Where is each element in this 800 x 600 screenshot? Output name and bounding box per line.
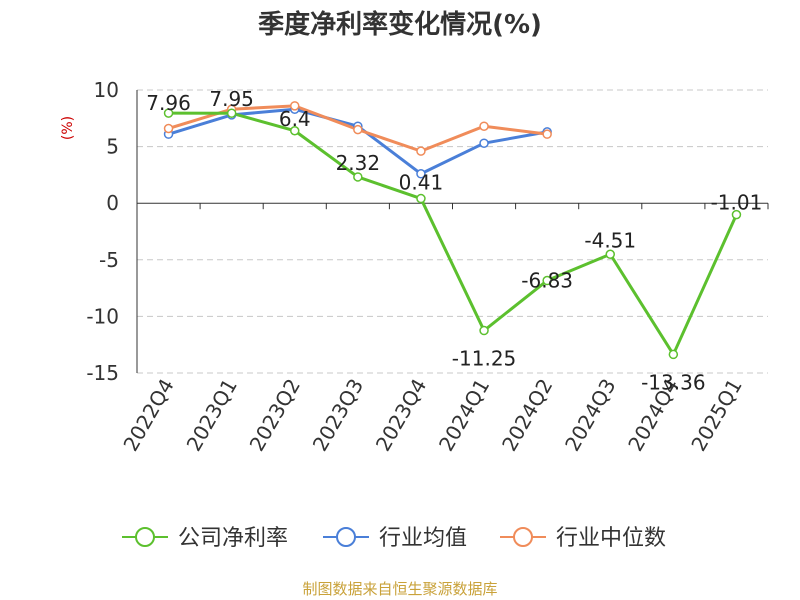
data-label: 6.4 <box>279 107 311 131</box>
data-point <box>416 193 426 204</box>
axes <box>136 90 769 373</box>
x-tick-label: 2022Q4 <box>118 375 178 456</box>
data-point <box>479 121 489 131</box>
data-label: 7.96 <box>146 91 191 115</box>
legend-marker <box>336 527 356 547</box>
data-point <box>226 108 237 118</box>
data-label: -1.01 <box>711 191 763 215</box>
legend-marker <box>135 527 155 547</box>
data-point <box>668 349 679 360</box>
y-tick-label: 0 <box>106 191 119 215</box>
x-tick-label: 2023Q2 <box>245 375 305 456</box>
data-point <box>290 126 300 136</box>
data-point <box>163 123 174 134</box>
x-tick-label: 2024Q3 <box>560 375 620 456</box>
series-lines <box>168 104 738 356</box>
data-point <box>731 209 742 220</box>
data-point <box>542 129 552 139</box>
data-labels: 7.96 7.95 6.4 2.32 0.41 -11.25 -6.83 -4.51 -13.3… <box>146 87 762 394</box>
x-tick-label: 2023Q4 <box>371 375 431 456</box>
data-label: -11.25 <box>452 347 516 371</box>
data-point <box>416 169 426 179</box>
data-point <box>605 249 615 260</box>
data-label: -4.51 <box>584 228 636 252</box>
data-point <box>416 146 426 156</box>
series-line-0 <box>168 111 738 356</box>
data-point <box>353 124 363 135</box>
data-label: 0.41 <box>399 171 444 195</box>
x-tick-label: 2023Q1 <box>182 375 242 456</box>
data-point <box>290 101 300 111</box>
legend-label: 行业均值 <box>379 526 467 551</box>
data-source: 制图数据来自恒生聚源数据库 <box>302 580 498 598</box>
data-points <box>163 101 742 360</box>
data-point <box>353 172 363 182</box>
data-point <box>542 275 552 286</box>
data-label: -6.83 <box>521 269 573 293</box>
x-tick-label: 2024Q2 <box>497 375 557 456</box>
y-tick-label: 5 <box>106 135 119 159</box>
legend-label: 行业中位数 <box>556 526 666 551</box>
data-label: 7.95 <box>209 87 254 111</box>
data-point <box>163 108 174 118</box>
x-tick-label: 2023Q3 <box>308 375 368 456</box>
y-axis-label: (%) <box>60 116 76 140</box>
y-tick-label: 10 <box>94 78 119 102</box>
data-label: -13.36 <box>641 370 705 394</box>
legend: 公司净利率 行业均值 行业中位数 <box>122 526 666 551</box>
y-tick-label: -10 <box>86 304 119 328</box>
x-tick-label: 2024Q1 <box>434 375 494 456</box>
data-point <box>479 138 489 148</box>
legend-label: 公司净利率 <box>178 526 288 551</box>
data-point <box>479 325 489 336</box>
legend-marker <box>513 527 533 547</box>
grid-lines <box>137 89 768 374</box>
chart-title: 季度净利率变化情况(%) <box>258 10 542 40</box>
y-tick-label: -15 <box>86 361 119 385</box>
y-tick-label: -5 <box>99 248 119 272</box>
data-label: 2.32 <box>336 151 381 175</box>
